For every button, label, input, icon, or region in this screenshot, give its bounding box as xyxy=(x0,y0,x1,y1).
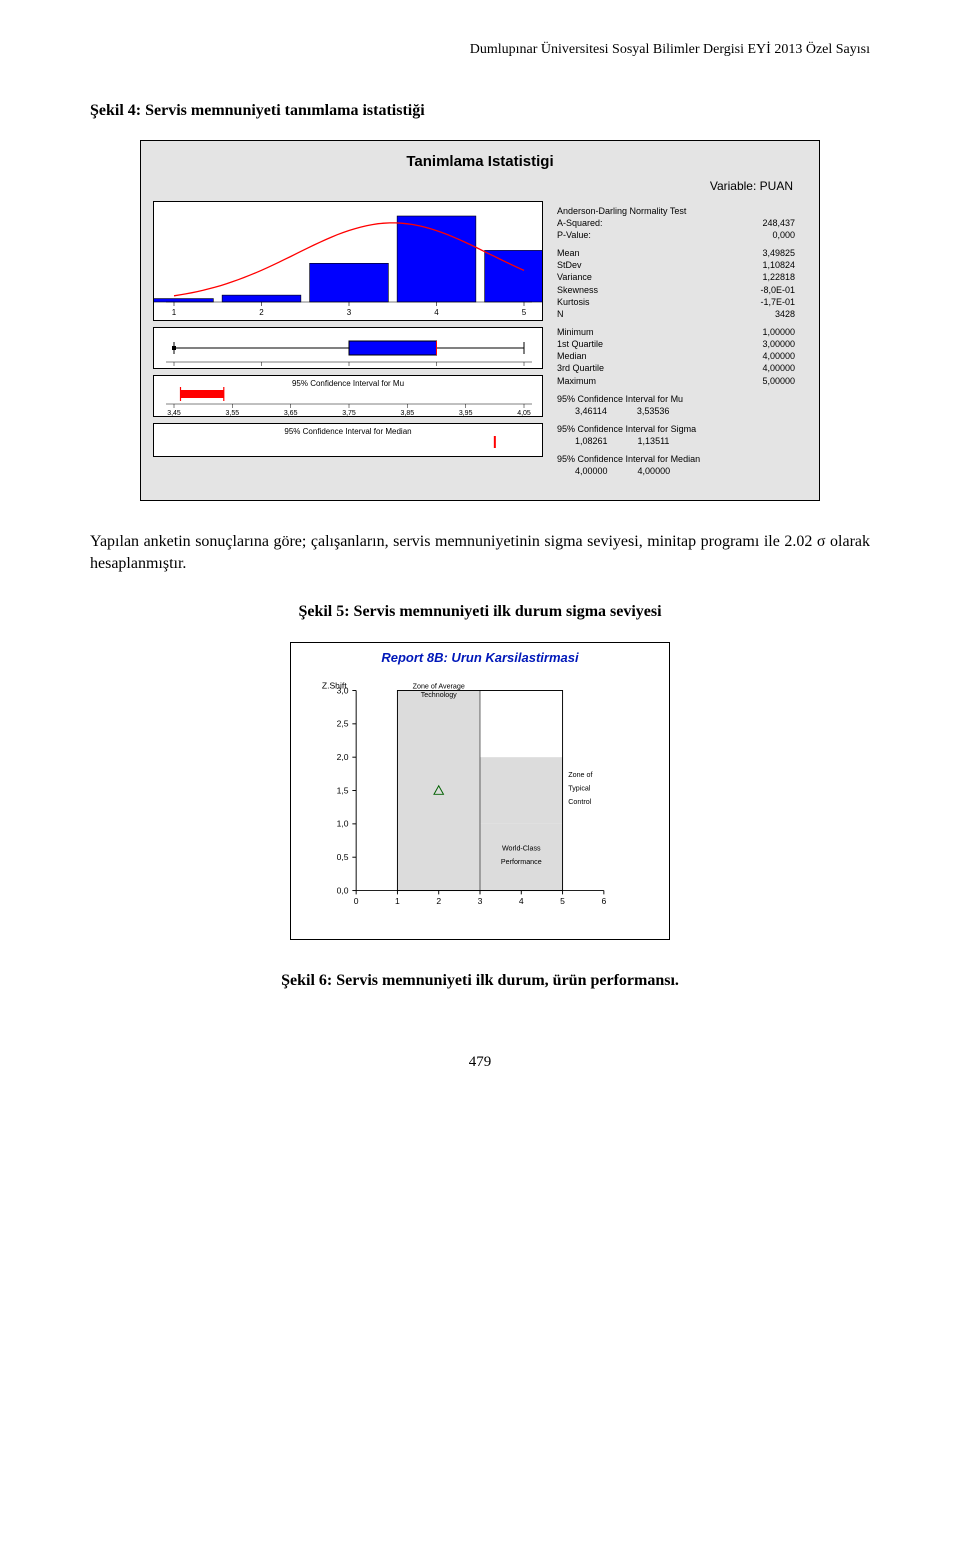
svg-text:3,85: 3,85 xyxy=(401,410,415,416)
ci-sigma-label: 95% Confidence Interval for Sigma xyxy=(557,423,795,435)
q1-label: 1st Quartile xyxy=(557,338,603,350)
svg-text:Typical: Typical xyxy=(568,784,591,792)
ci-median-hi: 4,00000 xyxy=(638,465,671,477)
running-header: Dumlupınar Üniversitesi Sosyal Bilimler … xyxy=(90,40,870,60)
med-label: Median xyxy=(557,350,587,362)
svg-text:3,55: 3,55 xyxy=(226,410,240,416)
skew-val: -8,0E-01 xyxy=(760,284,795,296)
svg-text:2,5: 2,5 xyxy=(337,719,349,729)
svg-text:Technology: Technology xyxy=(421,691,457,699)
svg-text:3,95: 3,95 xyxy=(459,410,473,416)
boxplot-panel xyxy=(153,327,543,369)
histogram-svg: 1 2 3 4 5 xyxy=(154,202,542,320)
svg-text:Z.Shift: Z.Shift xyxy=(322,681,347,691)
q1-val: 3,00000 xyxy=(762,338,795,350)
q3-val: 4,00000 xyxy=(762,362,795,374)
svg-text:3: 3 xyxy=(478,896,483,906)
stats-block: Anderson-Darling Normality Test A-Square… xyxy=(551,201,801,488)
svg-text:0,0: 0,0 xyxy=(337,885,349,895)
svg-text:4: 4 xyxy=(519,896,524,906)
max-label: Maximum xyxy=(557,375,596,387)
ci-median-label: 95% Confidence Interval for Median xyxy=(557,453,795,465)
ci-mu-lo: 3,46114 xyxy=(575,405,607,417)
svg-text:Control: Control xyxy=(568,798,591,806)
fig6-caption: Şekil 6: Servis memnuniyeti ilk durum, ü… xyxy=(90,970,870,992)
var-val: 1,22818 xyxy=(762,271,795,283)
stdev-val: 1,10824 xyxy=(762,259,795,271)
svg-text:2,0: 2,0 xyxy=(337,752,349,762)
ci-sigma-hi: 1,13511 xyxy=(638,435,670,447)
svg-text:2: 2 xyxy=(436,896,441,906)
ci-mu-hi: 3,53536 xyxy=(637,405,670,417)
boxplot-svg xyxy=(154,328,542,368)
asq-label: A-Squared: xyxy=(557,217,603,229)
min-label: Minimum xyxy=(557,326,594,338)
report-svg: 3,02,52,01,51,00,50,00123456Z.ShiftZone … xyxy=(299,671,661,931)
fig4-chart-title: Tanimlama Istatistigi xyxy=(153,151,807,172)
fig4-caption: Şekil 4: Servis memnuniyeti tanımlama is… xyxy=(90,100,870,122)
svg-text:3: 3 xyxy=(347,308,352,317)
var-label: Variance xyxy=(557,271,592,283)
page-number: 479 xyxy=(90,1052,870,1073)
svg-text:6: 6 xyxy=(601,896,606,906)
asq-val: 248,437 xyxy=(762,217,795,229)
svg-text:3,45: 3,45 xyxy=(167,410,181,416)
svg-text:4,05: 4,05 xyxy=(517,410,531,416)
svg-text:Performance: Performance xyxy=(501,858,542,866)
ci-sigma-lo: 1,08261 xyxy=(575,435,608,447)
ci-median-lo: 4,00000 xyxy=(575,465,608,477)
min-val: 1,00000 xyxy=(762,326,795,338)
svg-text:5: 5 xyxy=(560,896,565,906)
mean-val: 3,49825 xyxy=(762,247,795,259)
median-interval-panel: 95% Confidence Interval for Median xyxy=(153,423,543,457)
pval-val: 0,000 xyxy=(772,229,795,241)
svg-text:Zone of: Zone of xyxy=(568,771,592,779)
median-interval-label: 95% Confidence Interval for Median xyxy=(154,426,542,437)
svg-text:Zone of Average: Zone of Average xyxy=(413,683,465,691)
svg-text:0: 0 xyxy=(354,896,359,906)
fig5-caption: Şekil 5: Servis memnuniyeti ilk durum si… xyxy=(90,601,870,623)
svg-text:3,75: 3,75 xyxy=(342,410,356,416)
svg-text:1,0: 1,0 xyxy=(337,819,349,829)
pval-label: P-Value: xyxy=(557,229,591,241)
skew-label: Skewness xyxy=(557,284,598,296)
svg-text:World-Class: World-Class xyxy=(502,844,541,852)
kurt-label: Kurtosis xyxy=(557,296,590,308)
mu-interval-label: 95% Confidence Interval for Mu xyxy=(154,378,542,389)
svg-text:4: 4 xyxy=(434,308,439,317)
svg-text:1,5: 1,5 xyxy=(337,785,349,795)
histogram-panel: 1 2 3 4 5 xyxy=(153,201,543,321)
max-val: 5,00000 xyxy=(762,375,795,387)
mean-label: Mean xyxy=(557,247,580,259)
stdev-label: StDev xyxy=(557,259,582,271)
fig4-variable: Variable: PUAN xyxy=(153,178,793,195)
body-paragraph: Yapılan anketin sonuçlarına göre; çalışa… xyxy=(90,531,870,576)
fig5-title: Report 8B: Urun Karsilastirmasi xyxy=(291,643,669,667)
fig4-chart: Tanimlama Istatistigi Variable: PUAN 1 2 3… xyxy=(140,140,820,501)
svg-text:3,65: 3,65 xyxy=(284,410,298,416)
q3-label: 3rd Quartile xyxy=(557,362,604,374)
ci-mu-label: 95% Confidence Interval for Mu xyxy=(557,393,795,405)
svg-text:5: 5 xyxy=(522,308,527,317)
fig5-chart: Report 8B: Urun Karsilastirmasi 3,02,52,… xyxy=(290,642,670,940)
svg-text:1: 1 xyxy=(395,896,400,906)
normality-header: Anderson-Darling Normality Test xyxy=(557,205,795,217)
mu-interval-panel: 95% Confidence Interval for Mu 3,45 3,55 3… xyxy=(153,375,543,417)
kurt-val: -1,7E-01 xyxy=(760,296,795,308)
svg-text:1: 1 xyxy=(172,308,177,317)
n-val: 3428 xyxy=(775,308,795,320)
svg-text:0,5: 0,5 xyxy=(337,852,349,862)
med-val: 4,00000 xyxy=(762,350,795,362)
svg-text:2: 2 xyxy=(259,308,264,317)
n-label: N xyxy=(557,308,564,320)
